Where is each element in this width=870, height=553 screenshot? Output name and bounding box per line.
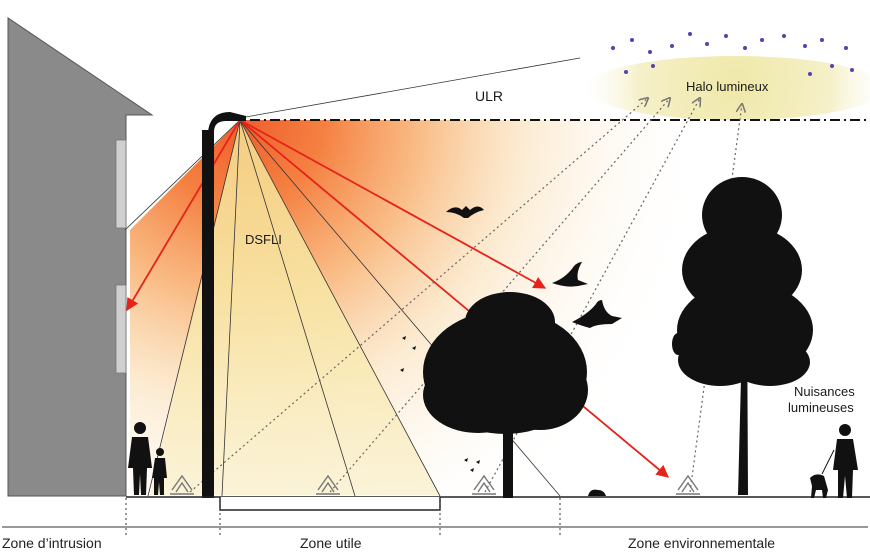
animal-icon: [588, 489, 606, 496]
bat-icon: [446, 206, 484, 218]
star-icon: [743, 46, 747, 50]
red-arrows: [126, 119, 669, 478]
star-icon: [705, 42, 709, 46]
halo-label: Halo lumineux: [686, 79, 769, 94]
star-icon: [724, 34, 728, 38]
star-icon: [670, 44, 674, 48]
star-icon: [624, 70, 628, 74]
tall-tree: [677, 177, 813, 495]
useful-light-cone: [150, 120, 440, 495]
star-icon: [648, 50, 652, 54]
star-icon: [820, 38, 824, 42]
owl-icon: [672, 333, 684, 355]
star-icon: [651, 64, 655, 68]
nuisances-label-line2: lumineuses: [788, 400, 854, 415]
star-icon: [830, 64, 834, 68]
ulr-line: [239, 57, 581, 119]
star-icon: [688, 32, 692, 36]
zone-ruler: [2, 498, 868, 536]
star-icon: [803, 44, 807, 48]
star-icon: [844, 46, 848, 50]
star-icon: [782, 34, 786, 38]
star-icon: [630, 38, 634, 42]
ground: [126, 496, 870, 511]
star-icon: [611, 46, 615, 50]
zone-environnementale-label: Zone environnementale: [628, 535, 775, 551]
stars: [611, 32, 854, 76]
star-icon: [760, 38, 764, 42]
zone-utile-label: Zone utile: [300, 535, 362, 551]
building: [7, 17, 154, 497]
street-lamp: [202, 112, 246, 498]
dsfli-label: DSFLI: [245, 232, 282, 247]
ulr-label: ULR: [475, 88, 503, 104]
zone-intrusion-label: Zone d’intrusion: [2, 535, 102, 551]
person-icon: [128, 422, 167, 495]
person-icon: [821, 424, 858, 498]
flower-icon: [170, 474, 700, 495]
bird-icon: [572, 300, 622, 328]
halo-glow: [585, 56, 870, 120]
insect-icon: [400, 336, 480, 472]
bird-icon: [552, 262, 588, 287]
star-icon: [850, 68, 854, 72]
star-icon: [808, 72, 812, 76]
nuisances-label-line1: Nuisances: [794, 384, 855, 399]
dog-icon: [810, 474, 828, 498]
round-tree: [423, 292, 588, 498]
